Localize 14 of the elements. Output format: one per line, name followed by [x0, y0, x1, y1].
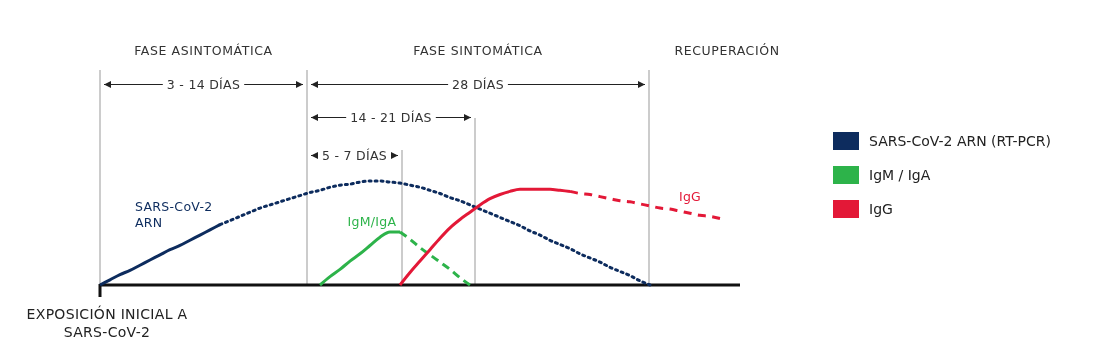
- annotation: SARS-CoV-2 ARN: [135, 199, 213, 230]
- legend-label: IgG: [869, 201, 893, 217]
- text: FASE ASINTOMÁTICA: [134, 43, 273, 58]
- annotation: IgM/IgA: [347, 214, 397, 229]
- legend-label: IgM / IgA: [869, 167, 931, 183]
- legend-label: SARS-CoV-2 ARN (RT-PCR): [869, 133, 1052, 149]
- text: 28 DÍAS: [452, 77, 504, 92]
- text: 3 - 14 DÍAS: [166, 77, 241, 92]
- text: RECUPERACIÓN: [674, 43, 780, 58]
- text: 5 - 7 DÍAS: [321, 148, 388, 163]
- text: EXPOSICIÓN INICIAL A SARS-CoV-2: [26, 305, 188, 340]
- annotation: IgG: [678, 189, 702, 204]
- text: 14 - 21 DÍAS: [350, 110, 432, 125]
- text: FASE SINTOMÁTICA: [413, 43, 543, 58]
